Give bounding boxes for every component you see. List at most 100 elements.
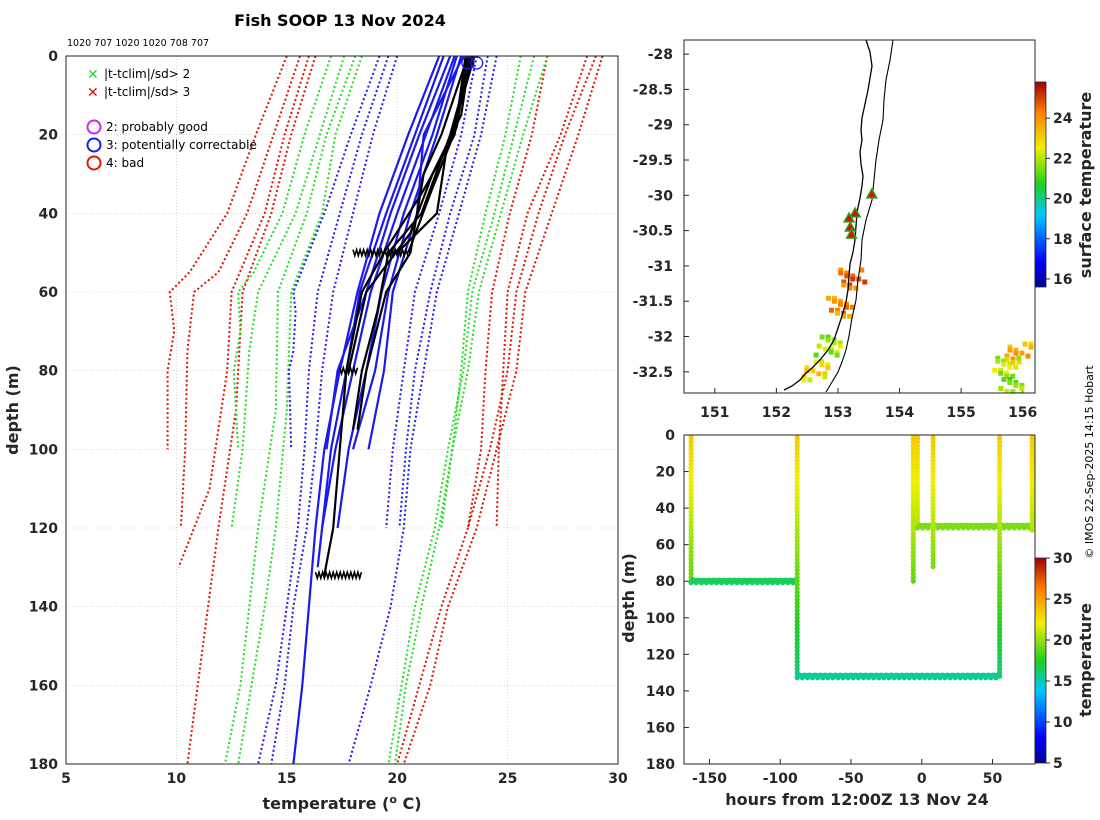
cast-point: [914, 487, 921, 493]
cast-point: [794, 596, 800, 603]
timeseries-ytick-label: 140: [646, 684, 675, 700]
sst-pixel: [844, 273, 850, 279]
cast-point: [997, 644, 1003, 650]
map-colorbar-label: surface temperature: [1076, 92, 1095, 279]
cast-point: [997, 659, 1003, 665]
cast-point: [997, 670, 1003, 676]
legend-flag-2: 2: probably good: [106, 120, 208, 134]
timeseries-ytick-label: 0: [665, 428, 675, 444]
legend: ✕ |t-tclim|/sd> 2 ✕ |t-tclim|/sd> 3 2: p…: [86, 67, 257, 171]
cast-point: [794, 556, 800, 562]
cast-point: [688, 490, 694, 497]
sst-pixel: [992, 367, 998, 373]
cast-point: [997, 637, 1003, 643]
cast-point: [930, 487, 936, 493]
profile-chart: Fish SOOP 13 Nov 2024 1020 707 1020 1020…: [3, 11, 628, 813]
cast-point: [688, 553, 694, 559]
cast-point: [930, 439, 936, 445]
sst-pixel: [1019, 350, 1025, 356]
cast-point: [930, 516, 936, 522]
sst-pixel: [850, 273, 856, 279]
timeseries-tick-labels: -150 -100 -50 0 50 0 20 40 60 80 100 120 140 160 180: [646, 428, 1003, 787]
cast-point: [794, 461, 800, 467]
profile-xtick-label: 30: [608, 771, 628, 787]
cast-point: [997, 483, 1003, 489]
sst-pixel: [834, 349, 840, 355]
cast-point: [794, 648, 800, 654]
cast-point: [688, 468, 694, 475]
sst-pixel: [847, 285, 853, 291]
cast-point: [794, 560, 800, 566]
timeseries-xtick-label: 50: [983, 771, 1003, 787]
sst-pixel: [1013, 347, 1019, 353]
cast-point: [930, 490, 936, 497]
timeseries-colorbar: [1034, 557, 1047, 764]
cast-point: [930, 542, 936, 548]
timeseries-xtick-label: -100: [763, 771, 798, 787]
depth-contour: [825, 40, 894, 393]
sst-pixel: [1001, 358, 1007, 364]
map-ytick-label: -30: [648, 188, 674, 204]
cast-point: [794, 604, 800, 610]
map-colorbar-tick-label: 22: [1053, 151, 1072, 167]
legend-crit-green: |t-tclim|/sd> 2: [104, 67, 190, 81]
timeseries-axes-frame: [683, 434, 1036, 765]
cast-point: [997, 662, 1003, 668]
map-chart: 151 152 153 154 155 156 -28 -28.5 -29 -29.5 -30 -30…: [633, 39, 1095, 421]
climatology-2sd-line: [237, 56, 363, 764]
cast-point: [1029, 443, 1035, 449]
cast-point: [688, 501, 694, 508]
cast-point: [794, 527, 800, 533]
sst-pixel: [841, 279, 847, 285]
cast-point: [688, 560, 694, 566]
cast-point: [910, 564, 916, 570]
station-marker: [842, 211, 856, 223]
cast-point: [1029, 498, 1035, 504]
cast-point: [1029, 465, 1035, 471]
cast-point: [794, 585, 800, 592]
sst-pixel: [810, 368, 816, 374]
cast-point: [910, 534, 916, 540]
cast-point: [997, 589, 1003, 595]
sst-pixel: [834, 310, 840, 316]
climatology-2sd-line: [230, 56, 346, 529]
sst-pixel: [825, 334, 831, 340]
header-ids: 1020 707 1020 1020 708 707: [67, 38, 209, 49]
cast-point: [910, 447, 916, 453]
profile-xtick-label: 20: [387, 771, 407, 787]
sst-pixel: [825, 337, 831, 343]
map-colorbar-tick-label: 20: [1053, 192, 1073, 208]
cast-point: [997, 574, 1003, 581]
map-ytick-label: -32: [648, 330, 673, 346]
climatology-2sd-line: [387, 56, 536, 764]
sst-pixel: [834, 307, 840, 313]
cast-point: [1029, 527, 1035, 533]
sst-pixel: [837, 340, 843, 346]
timeseries-ytick-label: 160: [646, 720, 675, 736]
timeseries-ylabel: depth (m): [619, 553, 638, 643]
cast-point: [997, 582, 1003, 588]
cast-point: [794, 531, 800, 537]
cast-point: [794, 622, 800, 628]
cast-point: [997, 450, 1003, 456]
cast-point: [794, 472, 800, 478]
cast-point: [1029, 450, 1035, 456]
cast-point: [794, 549, 800, 555]
cast-point: [997, 611, 1003, 617]
cast-point: [688, 461, 694, 467]
cast-point: [930, 560, 936, 566]
cast-point: [1029, 483, 1035, 489]
sst-pixel: [807, 377, 813, 383]
cast-point: [688, 538, 694, 544]
cast-point: [688, 472, 694, 478]
cast-point: [794, 439, 800, 445]
cast-point: [794, 479, 800, 486]
timeseries-ytick-label: 20: [656, 465, 676, 481]
profile-ytick-label: 0: [48, 49, 58, 65]
map-ytick-label: -28.5: [633, 82, 673, 98]
sst-pixel: [1010, 359, 1016, 365]
cast-point: [997, 443, 1003, 449]
profile-line: [351, 56, 474, 430]
cast-point: [910, 578, 916, 584]
sst-pixel: [819, 362, 825, 368]
